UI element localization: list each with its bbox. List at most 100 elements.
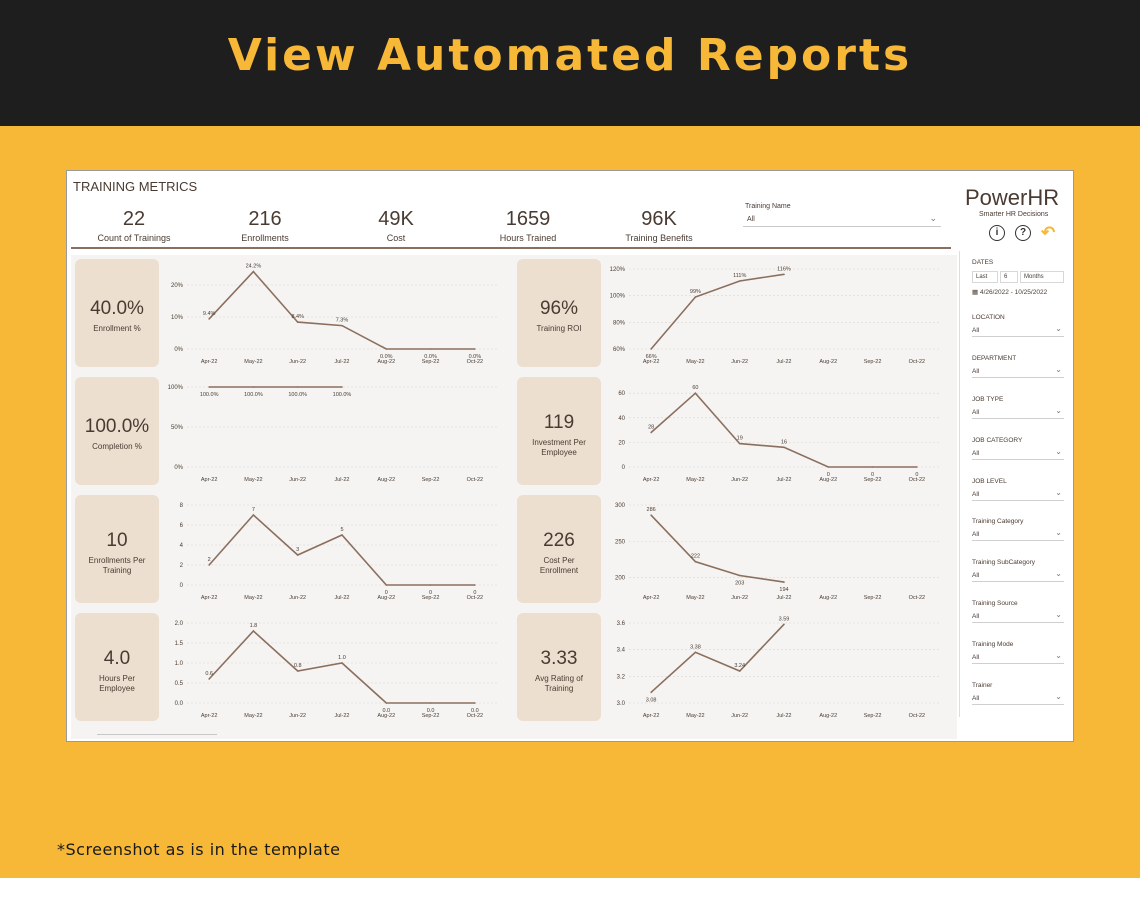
card-label: Completion % bbox=[92, 442, 142, 451]
series-line bbox=[650, 514, 785, 583]
x-tick-label: Oct-22 bbox=[467, 359, 484, 365]
x-tick-label: Jul-22 bbox=[777, 477, 792, 483]
dates-count-input[interactable]: 6 bbox=[1000, 271, 1018, 283]
chart-investment-per-employee: 0 20 40 60 Apr-22 May-22 Jun-22 Jul-22 Aug-22 Sep… bbox=[618, 385, 939, 483]
data-point bbox=[208, 386, 210, 388]
data-point bbox=[252, 514, 255, 516]
data-point bbox=[694, 560, 697, 563]
x-tick-label: Apr-22 bbox=[201, 595, 218, 601]
data-point bbox=[694, 296, 697, 298]
chevron-down-icon: ⌄ bbox=[1055, 569, 1062, 578]
chevron-down-icon: ⌄ bbox=[1055, 406, 1062, 415]
x-tick-label: Jul-22 bbox=[335, 477, 350, 483]
data-label: 24.2% bbox=[246, 264, 262, 270]
filter-value: All bbox=[972, 491, 980, 498]
data-point bbox=[650, 431, 652, 434]
x-tick-label: Oct-22 bbox=[467, 477, 484, 483]
undo-icon[interactable]: ↶ bbox=[1041, 223, 1056, 242]
x-tick-label: May-22 bbox=[244, 359, 262, 365]
page-tab-strip[interactable] bbox=[97, 734, 217, 738]
data-label: 7 bbox=[252, 507, 255, 513]
filter-select-training-subcategory[interactable]: All ⌄ bbox=[972, 569, 1064, 582]
y-tick-label: 0% bbox=[174, 347, 183, 353]
x-tick-label: Apr-22 bbox=[643, 477, 660, 483]
kpi-value: 216 bbox=[248, 208, 282, 230]
card-enrollments-per-training: 10 Enrollments Per Training bbox=[75, 495, 159, 603]
filter-select-training-mode[interactable]: All ⌄ bbox=[972, 651, 1064, 664]
y-tick-label: 10% bbox=[171, 315, 184, 321]
x-tick-label: Apr-22 bbox=[201, 477, 218, 483]
x-tick-label: Oct-22 bbox=[467, 595, 484, 601]
info-icon[interactable]: i bbox=[989, 225, 1005, 241]
x-tick-label: Jun-22 bbox=[289, 359, 306, 365]
x-tick-label: Apr-22 bbox=[643, 595, 660, 601]
header-divider bbox=[71, 247, 951, 249]
data-label: 0 bbox=[915, 472, 918, 478]
chevron-down-icon: ⌄ bbox=[1055, 528, 1062, 537]
filter-select-trainer[interactable]: All ⌄ bbox=[972, 692, 1064, 705]
filter-select-location[interactable]: All ⌄ bbox=[972, 324, 1064, 337]
x-tick-label: Aug-22 bbox=[377, 359, 395, 365]
x-tick-label: Aug-22 bbox=[819, 359, 837, 365]
x-tick-label: Jul-22 bbox=[335, 713, 350, 719]
card-avg-rating: 3.33 Avg Rating of Training bbox=[517, 613, 601, 721]
y-tick-label: 0.0 bbox=[175, 701, 184, 707]
filter-label-location: LOCATION bbox=[972, 314, 1005, 321]
chevron-down-icon: ⌄ bbox=[929, 213, 937, 223]
x-tick-label: Jun-22 bbox=[289, 595, 306, 601]
card-cost-per-enrollment: 226 Cost Per Enrollment bbox=[517, 495, 601, 603]
filter-select-training-category[interactable]: All ⌄ bbox=[972, 528, 1064, 541]
y-tick-label: 3.2 bbox=[617, 674, 626, 680]
data-point bbox=[341, 324, 343, 327]
dates-unit-value: Months bbox=[1024, 274, 1044, 280]
data-label: 100.0% bbox=[244, 392, 263, 398]
x-tick-label: Jun-22 bbox=[731, 477, 748, 483]
series-line bbox=[650, 273, 785, 350]
data-label: 3 bbox=[296, 547, 299, 553]
filter-select-job-type[interactable]: All ⌄ bbox=[972, 406, 1064, 419]
data-point bbox=[474, 702, 476, 704]
x-tick-label: Aug-22 bbox=[377, 713, 395, 719]
kpi-label: Enrollments bbox=[241, 233, 289, 243]
filter-label-department: DEPARTMENT bbox=[972, 355, 1017, 362]
chart-training-roi: 60% 80% 100% 120% Apr-22 May-22 Jun-22 Jul-22 Au… bbox=[610, 266, 939, 365]
data-label: 0 bbox=[871, 472, 874, 478]
data-label: 203 bbox=[735, 581, 744, 587]
filter-label-training-category: Training Category bbox=[972, 518, 1024, 525]
data-point bbox=[385, 348, 388, 350]
x-tick-label: Jul-22 bbox=[777, 713, 792, 719]
data-label: 5 bbox=[340, 527, 343, 533]
card-value: 96% bbox=[539, 298, 579, 319]
filter-select-job-category[interactable]: All ⌄ bbox=[972, 447, 1064, 460]
data-point bbox=[738, 670, 741, 672]
data-point bbox=[738, 442, 741, 445]
y-tick-label: 0% bbox=[174, 465, 183, 471]
data-point bbox=[783, 446, 785, 449]
training-name-label: Training Name bbox=[745, 203, 791, 210]
data-point bbox=[783, 623, 785, 626]
x-tick-label: Jul-22 bbox=[335, 359, 350, 365]
data-label: 3.08 bbox=[646, 697, 657, 703]
x-tick-label: May-22 bbox=[244, 595, 262, 601]
x-tick-label: Oct-22 bbox=[909, 359, 926, 365]
training-name-select[interactable]: All ⌄ bbox=[743, 213, 941, 227]
card-value: 119 bbox=[543, 412, 575, 433]
data-label: 19 bbox=[737, 436, 743, 442]
card-label: Avg Rating of Training bbox=[535, 674, 583, 693]
help-icon[interactable]: ? bbox=[1015, 225, 1031, 241]
data-point bbox=[208, 678, 210, 680]
card-label: Investment Per Employee bbox=[532, 438, 586, 457]
chart-avg-rating: 3.0 3.2 3.4 3.6 Apr-22 May-22 Jun-22 Jul-22 Aug-… bbox=[617, 616, 939, 719]
data-label: 100.0% bbox=[333, 392, 352, 398]
dates-unit-select[interactable]: Months bbox=[1020, 271, 1064, 283]
filter-select-job-level[interactable]: All ⌄ bbox=[972, 488, 1064, 501]
data-point bbox=[474, 348, 476, 350]
filter-select-training-source[interactable]: All ⌄ bbox=[972, 610, 1064, 623]
y-tick-label: 2.0 bbox=[175, 621, 184, 627]
x-tick-label: Aug-22 bbox=[377, 477, 395, 483]
data-label: 0.0% bbox=[380, 354, 393, 360]
x-tick-label: Sep-22 bbox=[864, 359, 882, 365]
y-tick-label: 6 bbox=[180, 523, 184, 529]
filter-select-department[interactable]: All ⌄ bbox=[972, 365, 1064, 378]
dates-mode-select[interactable]: Last bbox=[972, 271, 998, 283]
